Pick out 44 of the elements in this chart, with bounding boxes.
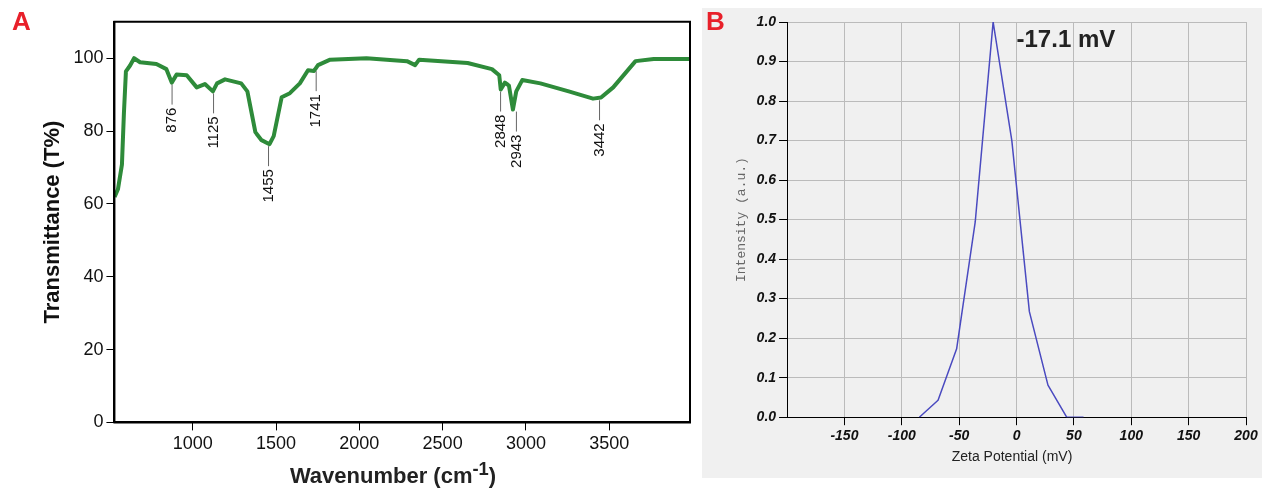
annotation: 1125 [203, 116, 221, 149]
x-tick-label: 2000 [339, 433, 380, 454]
x-tick-label: 1000 [172, 433, 213, 454]
x-tick-label: -50 [949, 427, 970, 444]
annotation: 2848 [490, 114, 508, 148]
annotation: 1741 [306, 94, 324, 128]
x-tick-label: 3500 [589, 433, 630, 454]
x-tick-label: 3000 [505, 433, 546, 454]
annotation: 1455 [258, 169, 276, 203]
y-tick-label: 80 [83, 120, 104, 141]
x-tick-label: 50 [1066, 427, 1082, 444]
y-tick-label: 100 [73, 47, 104, 68]
x-tick-label: 100 [1119, 427, 1144, 444]
y-axis-title: Intensity (a.u.) [734, 157, 750, 283]
x-tick-label: 1500 [256, 433, 297, 454]
x-axis-title: Zeta Potential (mV) [950, 448, 1074, 466]
y-tick-label: 0.5 [756, 210, 777, 227]
y-tick-label: 0.1 [756, 368, 777, 385]
y-tick-label: 0.3 [756, 289, 777, 306]
x-tick-label: -100 [887, 427, 917, 444]
x-tick-label: -150 [830, 427, 859, 444]
text: A [12, 6, 31, 37]
text: B [706, 6, 725, 37]
x-axis-title: Wavenumber (cm$^{-1}$) [288, 458, 498, 489]
y-tick-label: 0.2 [756, 329, 777, 346]
y-tick-label: 0.8 [756, 91, 777, 108]
y-tick-label: 60 [83, 192, 104, 213]
x-tick-label: 200 [1233, 427, 1258, 444]
x-tick-label: 150 [1176, 427, 1201, 444]
annotation: 876 [162, 107, 180, 133]
y-tick-label: 0.4 [756, 249, 777, 266]
annotation: 2943 [506, 134, 524, 168]
x-tick-label: 0 [1012, 427, 1021, 444]
y-tick-label: 0.0 [756, 408, 777, 425]
y-tick-label: 40 [83, 265, 104, 286]
y-tick-label: 0.7 [756, 131, 778, 148]
y-tick-label: 1.0 [756, 12, 777, 29]
annotation: -17.1 mV [1016, 24, 1116, 52]
y-axis-title: Transmittance (T%) [39, 120, 65, 324]
x-tick-label: 2500 [422, 433, 463, 454]
y-tick-label: 0.6 [756, 170, 777, 187]
y-tick-label: 20 [83, 338, 104, 359]
annotation: 3442 [589, 123, 607, 157]
y-tick-label: 0.9 [756, 52, 777, 69]
